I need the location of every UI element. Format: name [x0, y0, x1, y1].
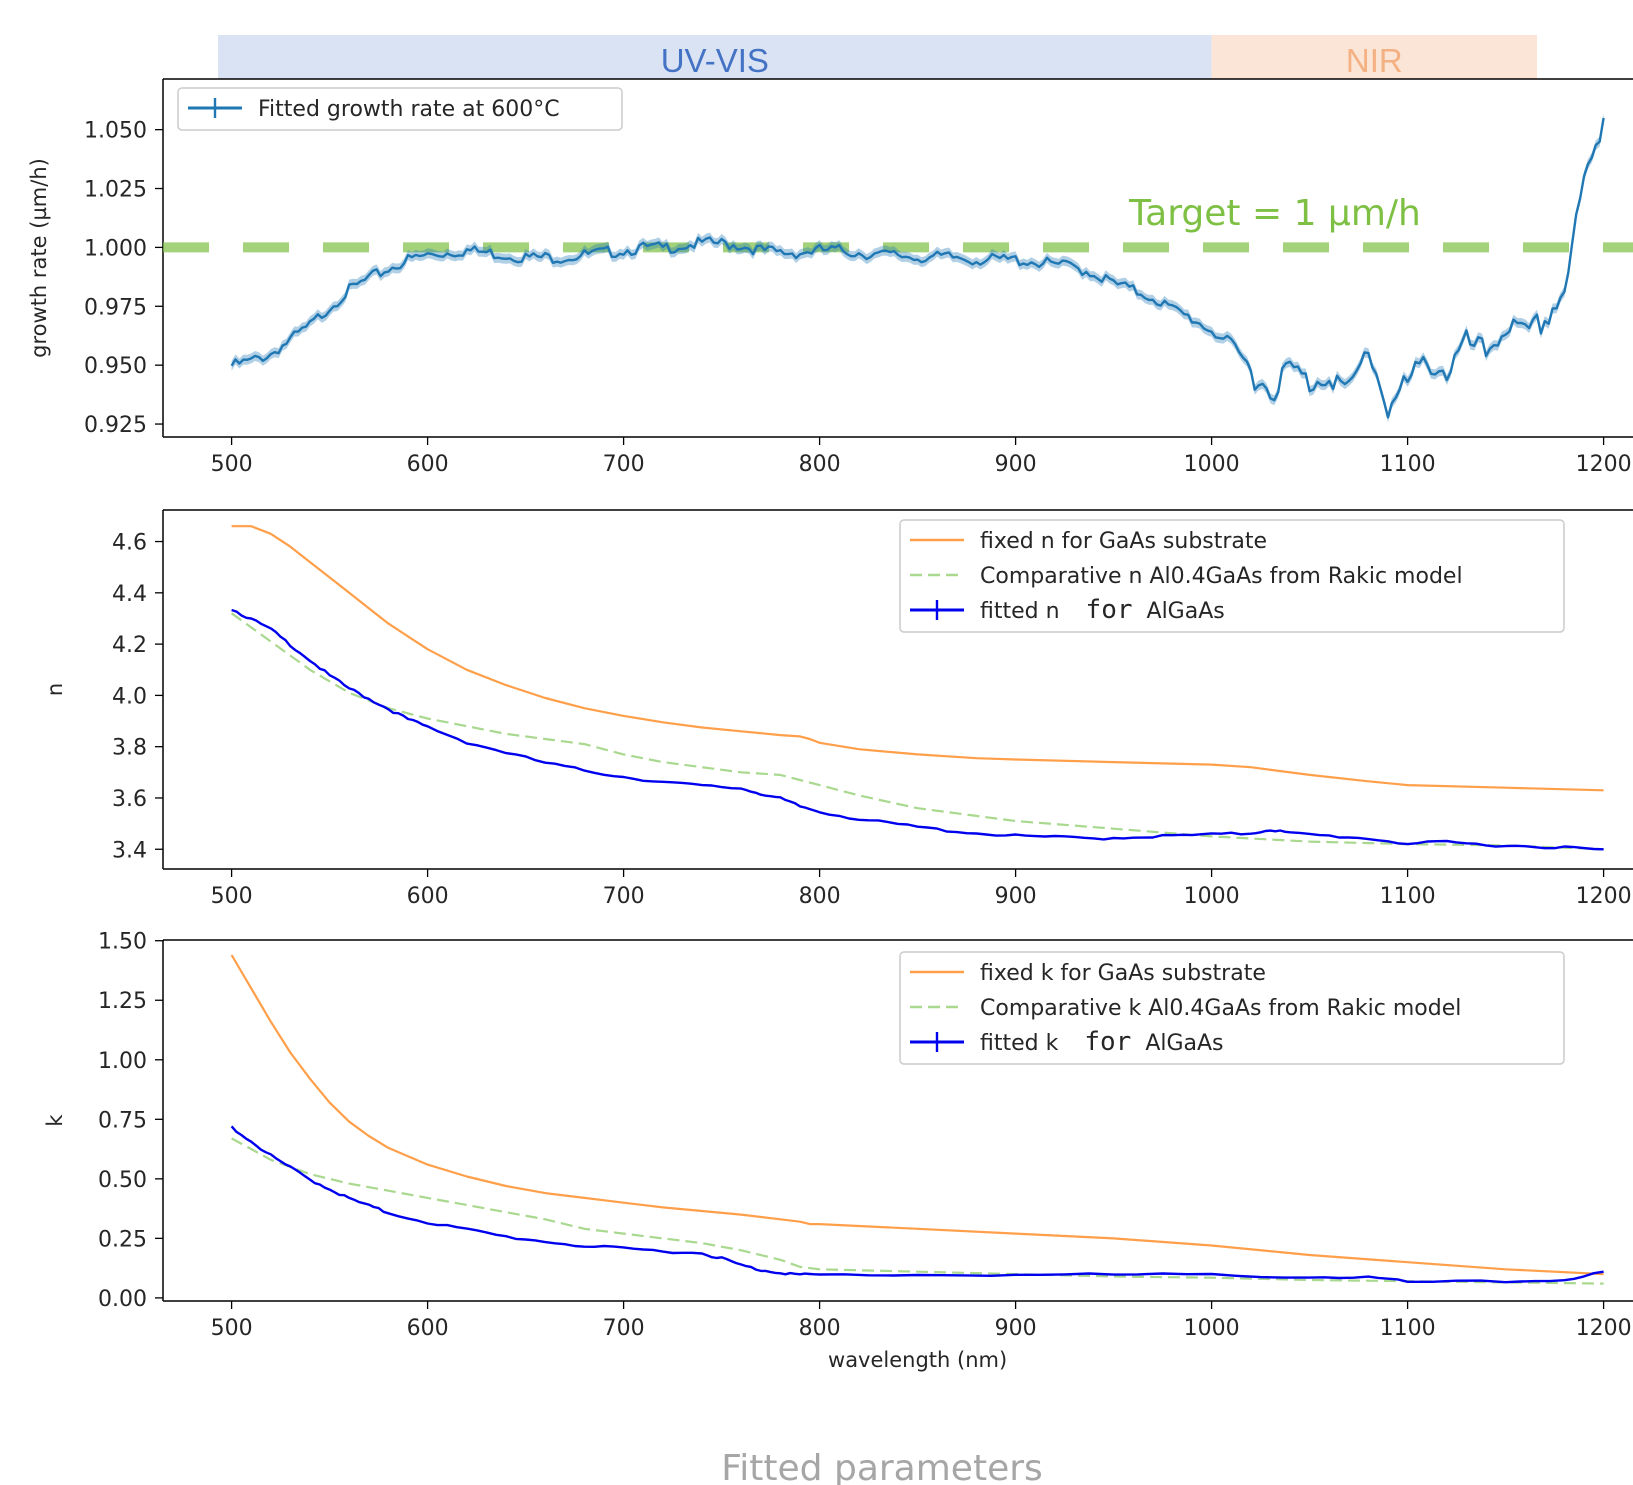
x-tick-label: 600 [407, 452, 449, 477]
legend-label: fixed k for GaAs substrate [980, 961, 1266, 986]
x-tick-label: 700 [603, 1316, 645, 1341]
legend-box [899, 951, 1565, 1065]
legend-label-name: fixed n for GaAs substrate [980, 529, 1267, 554]
figure-caption: Fitted parameters [721, 1448, 1043, 1485]
y-tick-label: 0.950 [84, 354, 147, 379]
y-tick-label: 1.050 [84, 119, 147, 144]
x-tick-label: 1200 [1576, 884, 1632, 909]
x-tick-label: 500 [211, 884, 253, 909]
y-tick-label: 3.6 [112, 787, 147, 812]
y-axis-label: k [43, 1114, 67, 1127]
y-tick-label: 0.75 [98, 1108, 147, 1133]
series-line-1 [230, 117, 1605, 419]
y-tick-label: 3.8 [112, 736, 147, 761]
legend-label: fixed n for GaAs substrate [980, 529, 1267, 554]
x-tick-label: 600 [407, 1316, 449, 1341]
x-tick-label: 1100 [1380, 884, 1436, 909]
x-tick-label: 700 [603, 884, 645, 909]
x-tick-label: 1100 [1380, 452, 1436, 477]
y-tick-label: 0.50 [98, 1168, 147, 1193]
legend-label-suffix: for [1086, 595, 1133, 625]
x-tick-label: 1100 [1380, 1316, 1436, 1341]
x-tick-label: 1000 [1184, 884, 1240, 909]
series-line-2 [231, 1137, 1604, 1285]
x-tick-label: 500 [211, 452, 253, 477]
legend-box [899, 519, 1565, 633]
y-tick-label: 0.00 [98, 1287, 147, 1312]
target-annotation: Target = 1 µm/h [1128, 193, 1421, 234]
x-tick-label: 700 [603, 452, 645, 477]
legend-label-suffix: for [1084, 1027, 1131, 1057]
band-nir-rect [1211, 35, 1537, 79]
series-line-2 [230, 612, 1604, 851]
x-tick-label: 800 [799, 1316, 841, 1341]
plot-area [230, 525, 1604, 851]
legend-label-name: Comparative n Al0.4GaAs from Rakic model [980, 564, 1463, 589]
y-tick-label: 1.025 [84, 178, 147, 203]
y-tick-label: 1.000 [84, 236, 147, 261]
y-tick-label: 1.25 [98, 989, 147, 1014]
y-tick-label: 3.4 [112, 838, 147, 863]
legend-label-name: fixed k for GaAs substrate [980, 961, 1266, 986]
x-tick-label: 1200 [1576, 1316, 1632, 1341]
legend-label-name: Comparative k Al0.4GaAs from Rakic model [980, 996, 1461, 1021]
refractive-index-n-panel: 500 600 700 800 900 1000 1100 1200 3.4 3.6 3.8 4.0 4… [43, 509, 1633, 909]
y-tick-label: 4.4 [112, 582, 147, 607]
y-tick-label: 4.6 [112, 531, 147, 556]
series-line-1 [230, 954, 1604, 1276]
x-tick-label: 1000 [1184, 452, 1240, 477]
series-line-3 [230, 1125, 1604, 1284]
legend-label-extra: AlGaAs [1145, 1031, 1223, 1056]
legend-label: Comparative n Al0.4GaAs from Rakic model [980, 564, 1463, 589]
spectral-band-header: UV-VIS NIR [218, 35, 1537, 79]
y-tick-label: 0.975 [84, 295, 147, 320]
plot-area [163, 112, 1633, 423]
y-tick-label: 1.00 [98, 1049, 147, 1074]
legend-label-name: fitted n [980, 599, 1060, 624]
extinction-k-panel: 500 600 700 800 900 1000 1100 1200 0.00 0.25 0.50 0… [43, 930, 1633, 1372]
legend-label-name: fitted k [980, 1031, 1059, 1056]
band-uv-vis-label: UV-VIS [661, 42, 769, 79]
y-tick-label: 4.0 [112, 684, 147, 709]
y-axis-label: growth rate (µm/h) [27, 158, 51, 358]
x-tick-label: 800 [799, 452, 841, 477]
legend-label: fitted n for AlGaAs [980, 595, 1225, 625]
x-tick-label: 900 [995, 1316, 1037, 1341]
x-tick-label: 900 [995, 452, 1037, 477]
legend-label: Comparative k Al0.4GaAs from Rakic model [980, 996, 1461, 1021]
legend-label: fitted k for AlGaAs [980, 1027, 1224, 1057]
y-tick-label: 1.50 [98, 930, 147, 955]
series-line-1 [231, 525, 1604, 792]
x-tick-label: 1200 [1576, 452, 1632, 477]
band-nir-label: NIR [1346, 42, 1403, 79]
series-line-3 [231, 608, 1604, 851]
y-tick-label: 0.925 [84, 413, 147, 438]
x-axis-label: wavelength (nm) [828, 1348, 1007, 1372]
x-tick-label: 900 [995, 884, 1037, 909]
series-error-band [231, 112, 1604, 423]
x-tick-label: 500 [211, 1316, 253, 1341]
y-axis-label: n [43, 683, 67, 696]
legend-box [177, 87, 623, 131]
x-tick-label: 1000 [1184, 1316, 1240, 1341]
x-tick-label: 800 [799, 884, 841, 909]
growth-rate-panel: 500 600 700 800 900 1000 1100 1200 0.925 0.950 0.9… [27, 78, 1633, 477]
legend-label-extra: AlGaAs [1147, 599, 1225, 624]
y-tick-label: 4.2 [112, 633, 147, 658]
plot-area [230, 954, 1604, 1285]
legend-label-name: Fitted growth rate at 600°C [258, 97, 560, 122]
x-tick-label: 600 [407, 884, 449, 909]
y-tick-label: 0.25 [98, 1227, 147, 1252]
legend-label: Fitted growth rate at 600°C [258, 97, 560, 122]
band-uv-vis-rect [218, 35, 1212, 79]
